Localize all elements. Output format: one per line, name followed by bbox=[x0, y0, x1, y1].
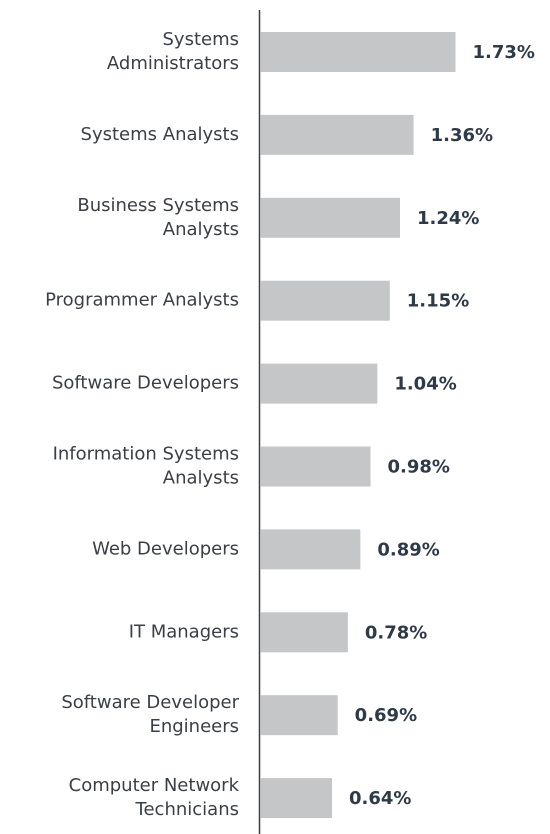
bar bbox=[260, 32, 456, 72]
value-label: 0.78% bbox=[365, 622, 427, 643]
bar bbox=[260, 778, 333, 819]
bar bbox=[260, 280, 390, 321]
category-label: Systems Analysts bbox=[81, 124, 239, 145]
bar bbox=[260, 695, 338, 736]
value-label: 0.89% bbox=[377, 539, 439, 560]
value-label: 1.15% bbox=[407, 291, 469, 312]
value-label: 1.73% bbox=[473, 42, 535, 63]
bar bbox=[260, 529, 361, 570]
value-label: 0.98% bbox=[388, 457, 450, 478]
value-label: 1.04% bbox=[394, 374, 456, 395]
bar bbox=[260, 612, 348, 653]
value-label: 0.69% bbox=[355, 705, 417, 726]
category-label: Software Developers bbox=[52, 373, 239, 394]
bar bbox=[260, 197, 400, 238]
bar bbox=[260, 446, 371, 487]
category-label: Programmer Analysts bbox=[45, 290, 239, 311]
category-label: Web Developers bbox=[92, 538, 239, 559]
value-label: 0.64% bbox=[349, 788, 411, 809]
category-label: Systems Administrators bbox=[107, 29, 239, 74]
category-label: Information Systems Analysts bbox=[53, 444, 239, 489]
value-label: 1.24% bbox=[417, 208, 479, 229]
category-label: Software Developer Engineers bbox=[61, 692, 239, 737]
bar bbox=[260, 363, 378, 404]
category-label: Business Systems Analysts bbox=[77, 195, 239, 240]
category-label: IT Managers bbox=[129, 621, 239, 642]
category-label: Computer Network Technicians bbox=[69, 775, 240, 820]
value-label: 1.36% bbox=[431, 125, 493, 146]
bar bbox=[260, 114, 414, 155]
